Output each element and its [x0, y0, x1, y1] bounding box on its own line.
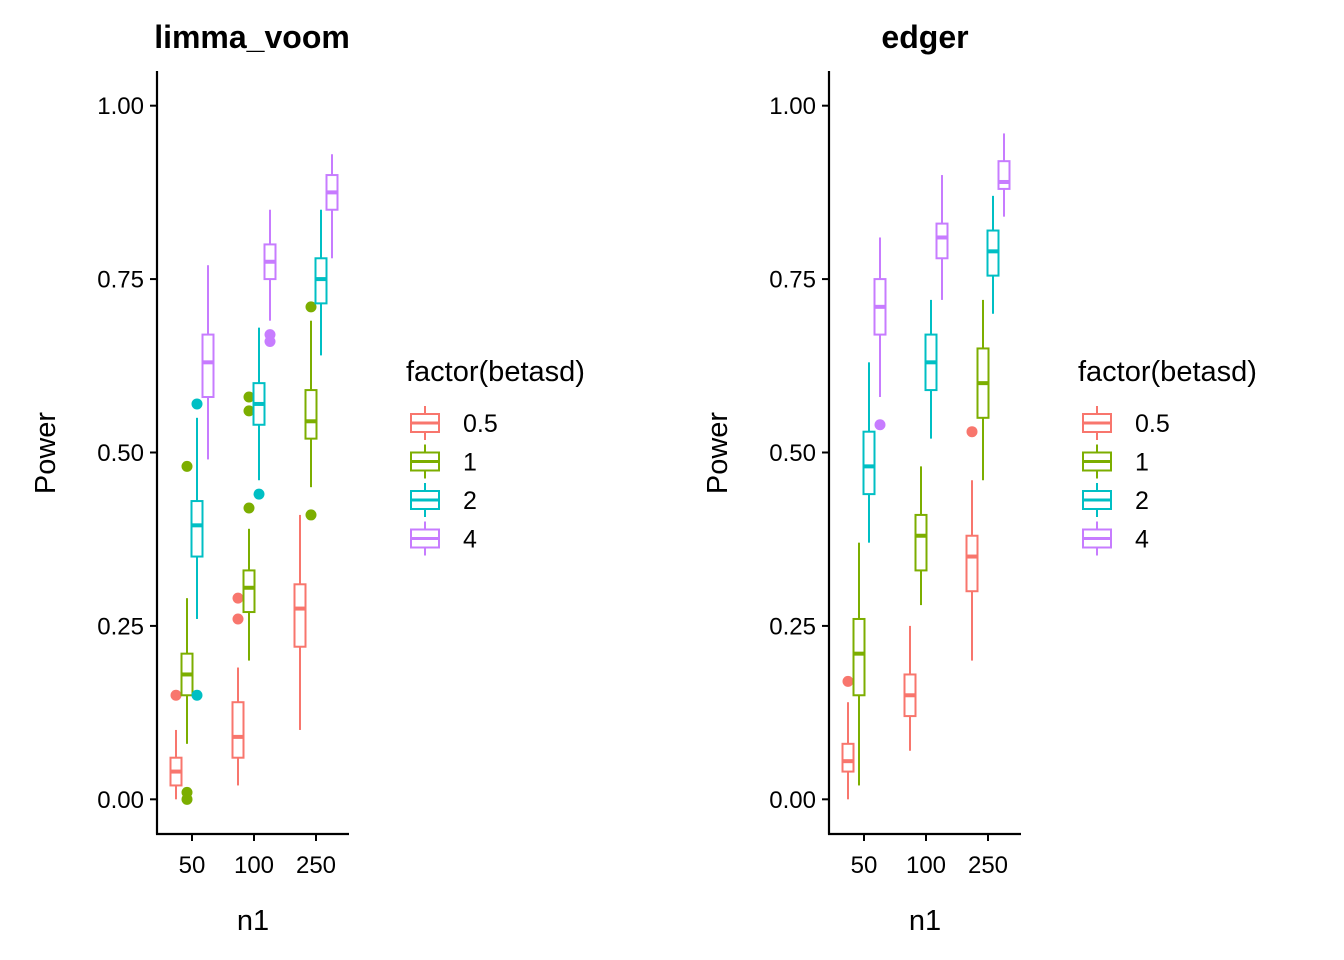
- box-2-250: [314, 209, 328, 356]
- outlier-point: [232, 592, 244, 604]
- box-2-100: [252, 327, 266, 500]
- box-1-100: [914, 466, 928, 606]
- box-2-50: [862, 362, 876, 543]
- legend-key-2: [1082, 483, 1112, 517]
- y-tick-label: 0.25: [97, 613, 144, 640]
- x-tick-label: 100: [234, 852, 274, 879]
- panel-title: limma_voom: [154, 19, 350, 55]
- box-body: [914, 513, 928, 572]
- legend-key-0.5: [1082, 406, 1112, 440]
- y-axis-title: Power: [702, 412, 734, 495]
- legend-key-1: [1082, 444, 1112, 479]
- box-4-100: [935, 175, 949, 300]
- box-4-100: [263, 209, 277, 348]
- y-tick-label: 0.75: [97, 267, 144, 294]
- outlier-point: [243, 405, 255, 417]
- outlier-point: [264, 329, 276, 341]
- box-0.5-100: [903, 625, 917, 751]
- legend-key-4: [410, 521, 440, 556]
- panel-1: limma_voom 0.00 0.25 0.50 0.75 1.00 50 100 250 n1…: [30, 19, 585, 937]
- legend-title: factor(betasd): [1078, 356, 1257, 388]
- y-tick-label: 0.00: [97, 787, 144, 814]
- outlier-point: [253, 488, 265, 500]
- box-1-50: [852, 542, 866, 786]
- box-body: [190, 500, 204, 558]
- x-tick-label: 100: [906, 852, 946, 879]
- box-body: [965, 534, 979, 593]
- box-2-100: [924, 299, 938, 439]
- box-body: [231, 701, 245, 759]
- legend-key-2: [410, 483, 440, 517]
- outlier-point: [842, 675, 854, 687]
- box-1-50: [180, 460, 194, 805]
- box-body: [841, 742, 855, 773]
- box-4-50: [201, 265, 215, 460]
- outlier-point: [243, 391, 255, 403]
- outlier-point: [170, 689, 182, 701]
- outlier-point: [191, 398, 203, 410]
- legend-title: factor(betasd): [406, 356, 585, 388]
- legend-label: 2: [463, 487, 477, 515]
- legend-label: 1: [463, 449, 477, 477]
- box-body: [293, 583, 307, 648]
- y-axis-title: Power: [30, 412, 62, 495]
- box-1-250: [976, 299, 990, 481]
- box-4-50: [873, 237, 887, 431]
- legend-label: 4: [463, 526, 477, 554]
- outlier-point: [874, 419, 886, 431]
- outlier-point: [966, 426, 978, 438]
- legend-label: 2: [1135, 487, 1149, 515]
- y-tick-label: 0.25: [769, 613, 816, 640]
- y-tick-label: 0.50: [97, 440, 144, 467]
- y-tick-label: 0.75: [769, 267, 816, 294]
- x-tick-label: 50: [179, 852, 206, 879]
- box-body: [997, 160, 1011, 190]
- legend: factor(betasd) 0.5 1 2 4: [1078, 356, 1257, 556]
- box-0.5-250: [293, 514, 307, 730]
- box-body: [201, 333, 215, 399]
- outlier-point: [232, 613, 244, 625]
- box-body: [852, 617, 866, 697]
- x-tick-label: 250: [296, 852, 336, 879]
- y-tick-label: 0.50: [769, 440, 816, 467]
- legend-label: 4: [1135, 526, 1149, 554]
- y-tick-label: 0.00: [769, 787, 816, 814]
- outlier-point: [305, 509, 317, 521]
- outlier-point: [305, 301, 317, 313]
- box-body: [935, 222, 949, 260]
- x-tick-label: 250: [968, 852, 1008, 879]
- legend-key-4: [1082, 521, 1112, 556]
- box-1-250: [304, 301, 318, 521]
- legend-label: 1: [1135, 449, 1149, 477]
- legend-key-0.5: [410, 406, 440, 440]
- legend-label: 0.5: [463, 410, 498, 438]
- y-tick-label: 1.00: [97, 93, 144, 120]
- outlier-point: [181, 786, 193, 798]
- outlier-point: [243, 502, 255, 514]
- box-0.5-100: [231, 592, 245, 786]
- box-4-250: [997, 133, 1011, 217]
- box-2-50: [190, 398, 204, 701]
- legend: factor(betasd) 0.5 1 2 4: [406, 356, 585, 556]
- x-tick-label: 50: [851, 852, 878, 879]
- box-body: [862, 430, 876, 496]
- x-axis-title: n1: [237, 905, 269, 937]
- x-axis-title: n1: [909, 905, 941, 937]
- y-tick-label: 1.00: [769, 93, 816, 120]
- legend-key-1: [410, 444, 440, 479]
- box-body: [304, 389, 318, 440]
- panel-2: edger 0.00 0.25 0.50 0.75 1.00 50 100 250 n1 Power…: [702, 19, 1257, 937]
- box-body: [242, 569, 256, 614]
- box-0.5-50: [841, 675, 855, 800]
- legend-label: 0.5: [1135, 410, 1170, 438]
- outlier-point: [191, 689, 203, 701]
- outlier-point: [181, 460, 193, 472]
- panel-title: edger: [881, 19, 968, 55]
- box-4-250: [325, 154, 339, 259]
- box-0.5-50: [169, 689, 183, 800]
- box-1-100: [242, 391, 256, 661]
- box-2-250: [986, 195, 1000, 314]
- box-0.5-250: [965, 426, 979, 661]
